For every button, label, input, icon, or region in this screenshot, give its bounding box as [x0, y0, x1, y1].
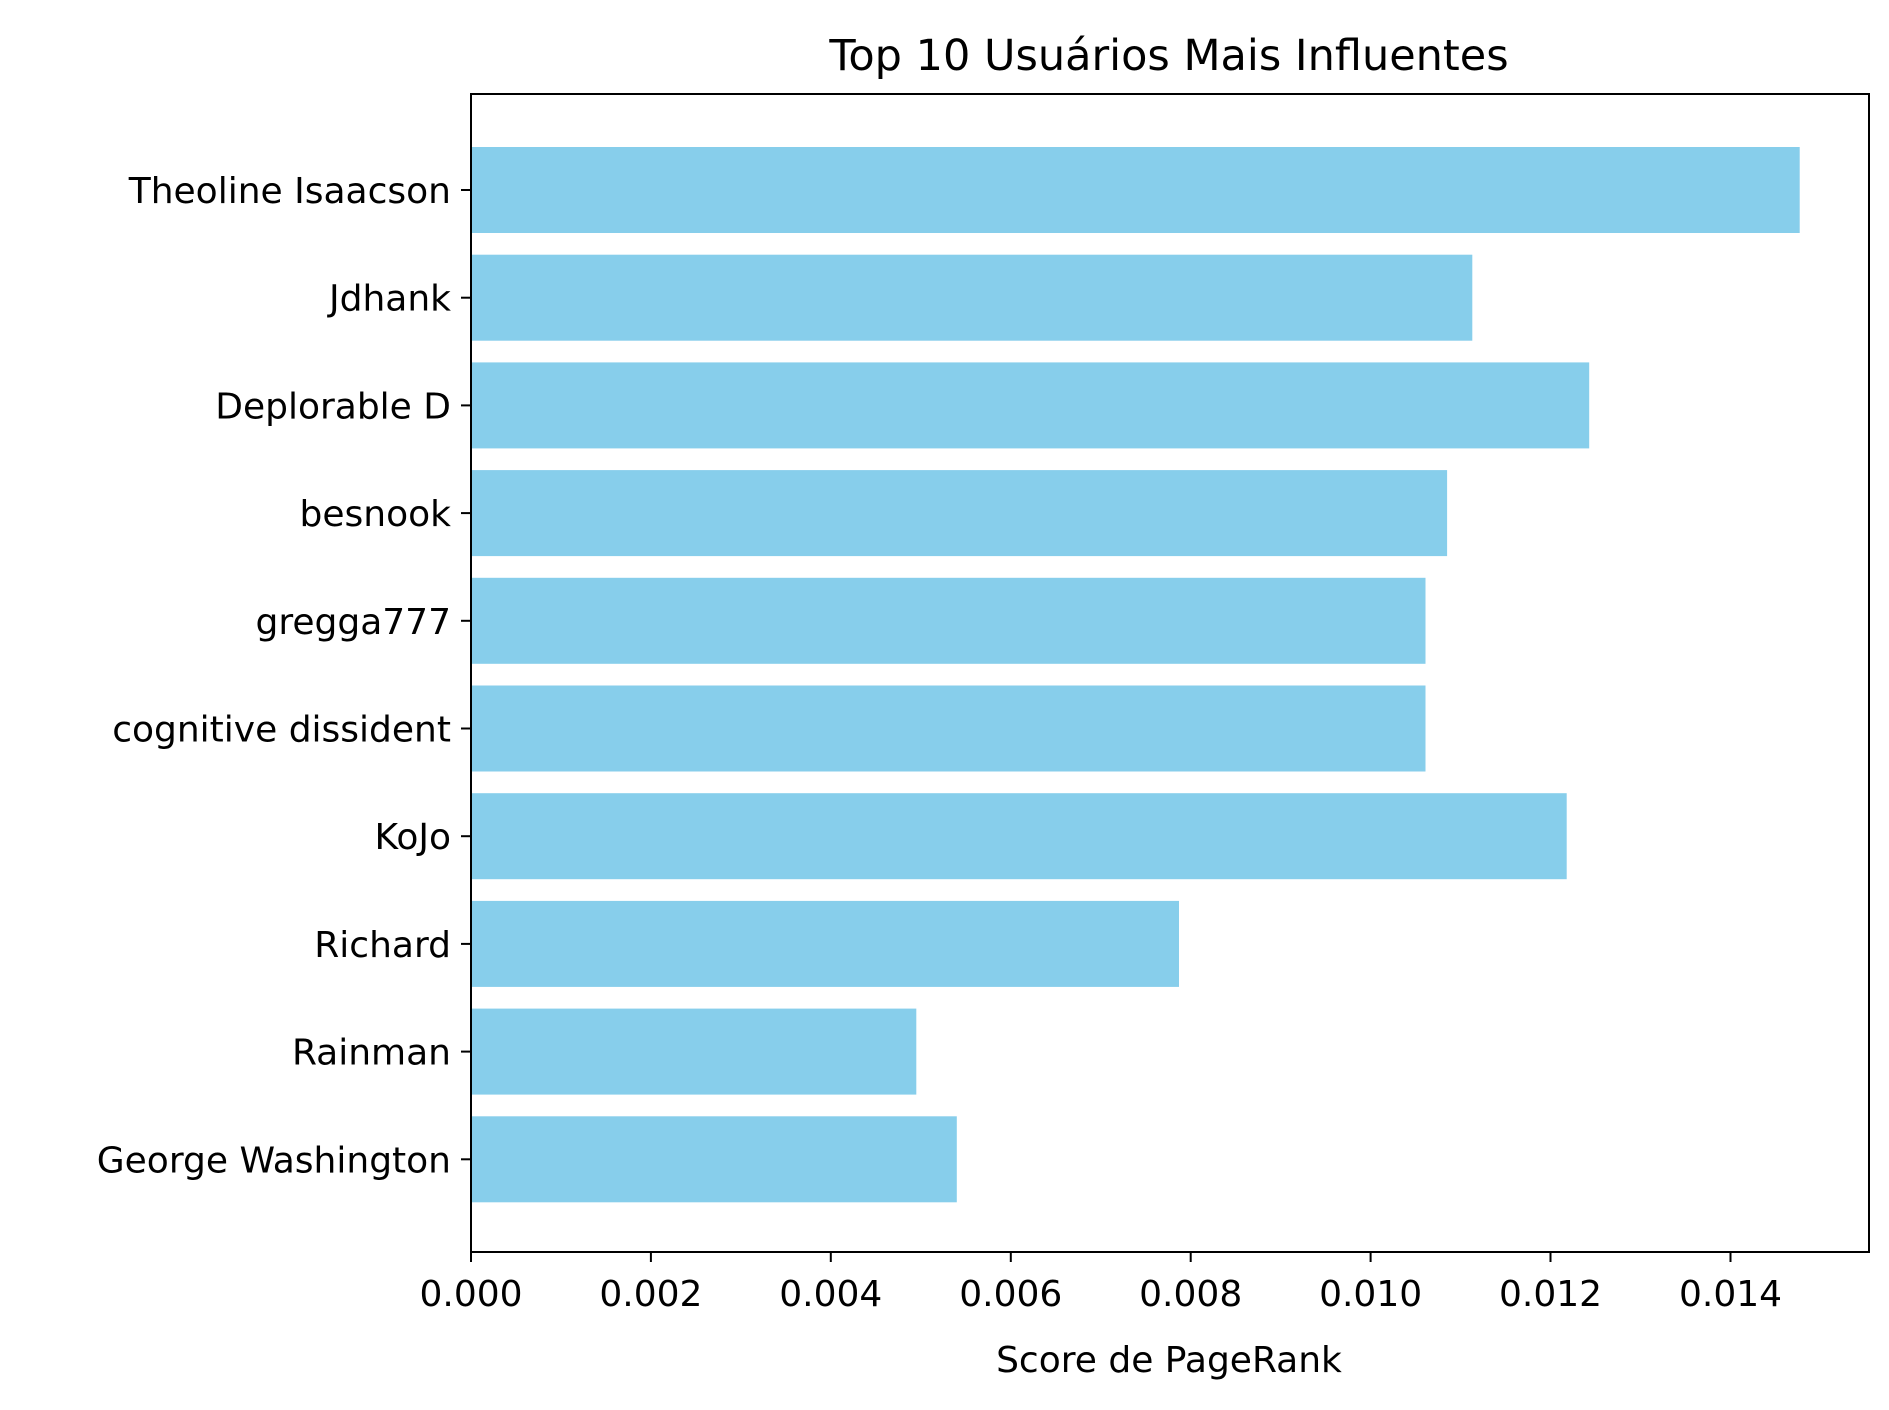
x-tick-label: 0.000: [419, 1274, 522, 1315]
bar: [471, 470, 1448, 557]
bar: [471, 793, 1567, 880]
bar: [471, 685, 1426, 772]
x-tick-label: 0.006: [959, 1274, 1062, 1315]
chart-title: Top 10 Usuários Mais Influentes: [828, 31, 1508, 81]
bars-layer: [471, 147, 1800, 1203]
x-tick-label: 0.004: [779, 1274, 882, 1315]
y-tick-label: cognitive dissident: [112, 710, 451, 751]
bar: [471, 1116, 957, 1203]
bar: [471, 577, 1426, 664]
plot-frame: [470, 93, 1870, 1253]
x-tick-label: 0.014: [1679, 1274, 1782, 1315]
y-axis: Theoline Isaacson Jdhank Deplorable D besno…: [97, 171, 471, 1181]
y-tick-label: Deplorable D: [215, 386, 451, 427]
x-tick-label: 0.002: [599, 1274, 702, 1315]
bar: [471, 362, 1590, 449]
y-tick-label: KoJo: [375, 817, 451, 858]
x-axis: 0.000 0.002 0.004 0.006 0.008 0.010 0.012 0.014: [419, 1252, 1782, 1315]
bar: [471, 1008, 917, 1095]
x-tick-label: 0.010: [1319, 1274, 1422, 1315]
bar: [471, 900, 1179, 987]
y-tick-label: Richard: [314, 925, 451, 966]
x-tick-label: 0.008: [1139, 1274, 1242, 1315]
y-tick-label: Theoline Isaacson: [128, 171, 451, 212]
y-tick-label: Jdhank: [327, 279, 451, 320]
x-axis-label: Score de PageRank: [996, 1340, 1342, 1381]
y-tick-label: gregga777: [256, 602, 452, 643]
y-tick-label: besnook: [300, 494, 452, 535]
y-tick-label: George Washington: [97, 1140, 451, 1181]
x-tick-label: 0.012: [1499, 1274, 1602, 1315]
y-tick-label: Rainman: [292, 1033, 451, 1074]
bar: [471, 254, 1473, 341]
bar: [471, 147, 1800, 233]
